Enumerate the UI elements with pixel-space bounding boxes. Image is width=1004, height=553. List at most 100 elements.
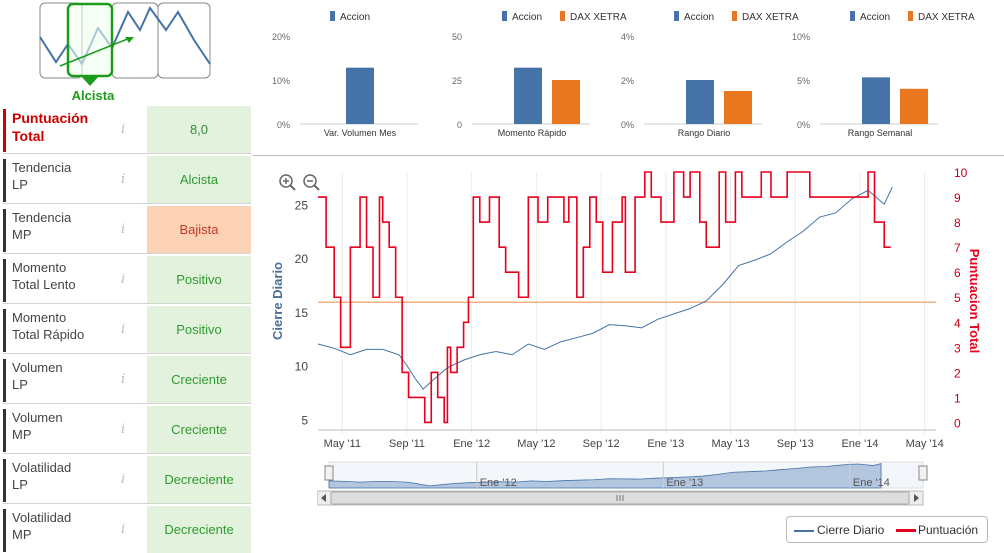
left-y-tick: 5 — [301, 413, 308, 427]
indicator-name-line1: Tendencia — [12, 210, 72, 225]
indicator-row: Momento Total Lento i Positivo — [3, 256, 251, 304]
legend-score-label[interactable]: Puntuación — [918, 523, 979, 537]
indicator-name-line1: Momento — [12, 260, 67, 275]
indicator-name: Volumen LP — [3, 359, 145, 402]
info-icon[interactable]: i — [121, 422, 126, 437]
mini-category-label: Rango Semanal — [848, 128, 913, 138]
info-icon[interactable]: i — [121, 472, 126, 487]
indicator-name-line2: MP — [12, 227, 32, 242]
mini-y-tick: 0 — [457, 120, 462, 130]
mini-y-tick: 5% — [797, 76, 810, 86]
mini-category-label: Var. Volumen Mes — [324, 128, 397, 138]
indicator-name: Tendencia MP — [3, 209, 145, 252]
indicator-name-line2: MP — [12, 527, 32, 542]
scroll-left-icon — [321, 494, 326, 502]
indicator-name-line1: Volatilidad — [12, 510, 72, 525]
mini-legend-label: DAX XETRA — [918, 12, 975, 23]
navigator-label: Ene '12 — [480, 477, 517, 489]
mini-category-label: Rango Diario — [678, 128, 731, 138]
series-puntuacion — [318, 171, 891, 424]
mini-legend-swatch — [732, 11, 737, 21]
right-y-tick: 6 — [954, 266, 961, 280]
mini-y-tick: 10% — [792, 32, 810, 42]
trend-card: Alcista — [38, 2, 212, 103]
zoom-out-icon[interactable] — [303, 174, 320, 191]
indicator-name-line2: Total — [12, 128, 45, 144]
x-tick-label: Ene '12 — [453, 438, 490, 450]
left-axis-title: Cierre Diario — [270, 262, 285, 340]
indicator-value: Creciente — [147, 406, 251, 453]
mini-bar — [552, 80, 580, 124]
mini-legend-swatch — [674, 11, 679, 21]
mini-legend-label: Accion — [512, 12, 542, 23]
navigator[interactable]: Ene '12 Ene '13 Ene '14 — [317, 458, 937, 506]
navigator-label: Ene '14 — [853, 477, 890, 489]
x-tick-label: Sep '11 — [389, 438, 425, 450]
x-tick-label: Sep '12 — [583, 438, 620, 450]
x-tick-label: May '13 — [711, 438, 749, 450]
mini-y-tick: 10% — [272, 76, 290, 86]
indicator-name: Volatilidad LP — [3, 459, 145, 502]
mini-legend-label: Accion — [860, 12, 890, 23]
mini-bar-charts: Accion 0% 10% 20% Var. Volumen Mes Accion DAX … — [272, 11, 975, 138]
mini-y-tick: 4% — [621, 32, 634, 42]
indicator-value: Decreciente — [147, 456, 251, 503]
mini-bar — [686, 80, 714, 124]
mini-bar — [862, 77, 890, 124]
indicator-row: Tendencia LP i Alcista — [3, 156, 251, 204]
right-y-tick: 1 — [954, 391, 961, 405]
indicator-value: 8,0 — [147, 106, 251, 153]
chart-legend: Cierre Diario Puntuación — [786, 516, 988, 543]
indicator-value: Positivo — [147, 306, 251, 353]
info-icon[interactable]: i — [121, 522, 126, 537]
indicator-row: Volumen LP i Creciente — [3, 356, 251, 404]
indicator-row: Momento Total Rápido i Positivo — [3, 306, 251, 354]
indicator-value: Positivo — [147, 256, 251, 303]
mini-bar — [724, 91, 752, 124]
main-chart[interactable]: 5 10 15 20 25 0 1 2 3 4 5 6 7 8 9 10 May '11 Sep '11 Ene '… — [270, 160, 1000, 553]
legend-close-label[interactable]: Cierre Diario — [817, 523, 885, 537]
indicator-name-line2: Total Lento — [12, 277, 76, 292]
zoom-in-icon[interactable] — [279, 174, 296, 191]
indicator-value: Creciente — [147, 356, 251, 403]
trend-thumbnails[interactable] — [38, 2, 212, 88]
right-y-tick: 4 — [954, 316, 961, 330]
indicator-name: Tendencia LP — [3, 159, 145, 202]
plot-area — [318, 172, 936, 430]
right-y-tick: 8 — [954, 216, 961, 230]
indicator-name-line1: Puntuación — [12, 110, 89, 126]
right-y-tick: 5 — [954, 291, 961, 305]
indicator-name-line2: MP — [12, 427, 32, 442]
mini-bar — [514, 67, 542, 124]
info-icon[interactable]: i — [121, 322, 126, 337]
x-tick-label: Ene '14 — [841, 438, 878, 450]
series-cierre-diario — [317, 186, 893, 390]
mini-y-tick: 2% — [621, 76, 634, 86]
info-icon[interactable]: i — [121, 222, 126, 237]
navigator-handle[interactable] — [324, 465, 334, 481]
mini-y-tick: 50 — [452, 32, 462, 42]
navigator-label: Ene '13 — [666, 477, 703, 489]
mini-legend-label: Accion — [684, 12, 714, 23]
right-y-tick: 2 — [954, 366, 961, 380]
info-icon[interactable]: i — [121, 272, 126, 287]
info-icon[interactable]: i — [121, 122, 126, 137]
x-tick-label: May '12 — [517, 438, 555, 450]
info-icon[interactable]: i — [121, 172, 126, 187]
indicator-row: Volatilidad MP i Decreciente — [3, 506, 251, 553]
mini-category-label: Momento Rápido — [498, 128, 567, 138]
indicator-name: Volumen MP — [3, 409, 145, 452]
right-y-tick: 0 — [954, 416, 961, 430]
x-tick-label: May '11 — [324, 438, 361, 450]
mini-bar — [900, 88, 928, 124]
indicator-name-line2: LP — [12, 177, 28, 192]
info-icon[interactable]: i — [121, 372, 126, 387]
navigator-handle[interactable] — [918, 465, 928, 481]
zoom-handle — [289, 184, 296, 191]
x-tick-label: Ene '13 — [647, 438, 684, 450]
indicator-name-line2: LP — [12, 477, 28, 492]
mini-bar — [346, 67, 374, 124]
indicator-value: Bajista — [147, 206, 251, 253]
indicator-name-line1: Volatilidad — [12, 460, 72, 475]
indicator-name: Volatilidad MP — [3, 509, 145, 552]
